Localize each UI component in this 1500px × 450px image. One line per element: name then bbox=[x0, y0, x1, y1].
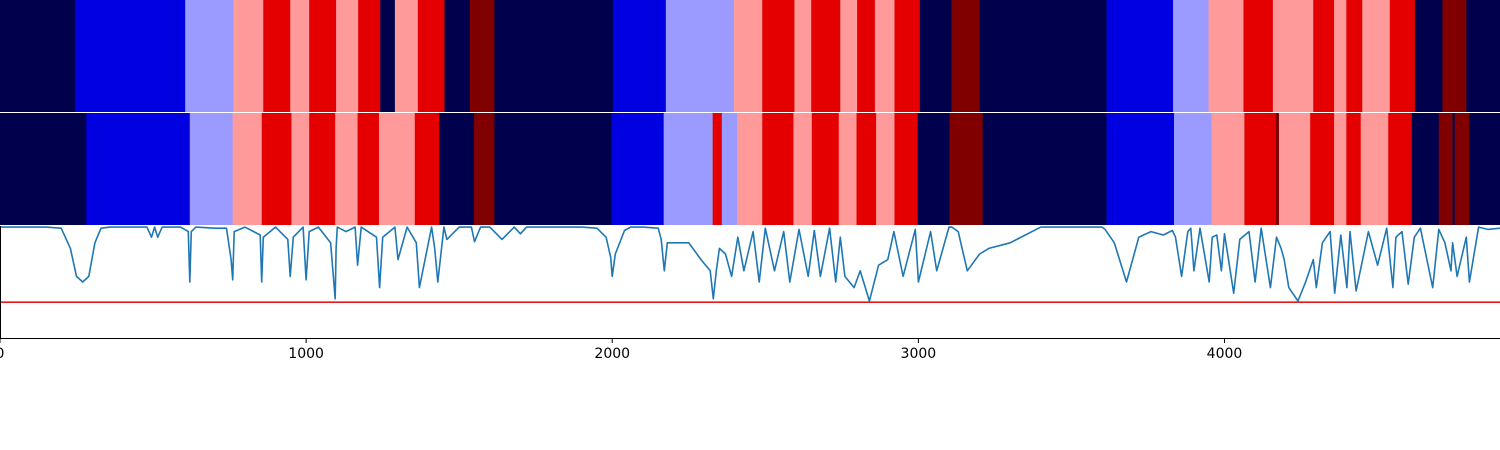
x-tick-label: 1000 bbox=[288, 346, 324, 362]
segment-row1-1 bbox=[0, 0, 76, 112]
signal-series-line bbox=[0, 226, 1500, 302]
segment-row2-35 bbox=[1278, 113, 1311, 225]
segment-row1-29 bbox=[1106, 0, 1174, 112]
segment-row1-10 bbox=[380, 0, 396, 112]
segment-row1-36 bbox=[1346, 0, 1363, 112]
segment-row2-8 bbox=[335, 113, 358, 225]
segment-row2-26 bbox=[894, 113, 919, 225]
segment-row2-5 bbox=[261, 113, 292, 225]
segment-row1-12 bbox=[417, 0, 445, 112]
segment-row2-24 bbox=[856, 113, 877, 225]
signal-panel bbox=[0, 226, 1500, 338]
segment-row2-14 bbox=[494, 113, 612, 225]
segment-row2-9 bbox=[357, 113, 380, 225]
segment-row1-4 bbox=[233, 0, 264, 112]
segment-row2-18 bbox=[721, 113, 738, 225]
x-tick-label: 0 bbox=[0, 346, 4, 362]
segment-row2-42 bbox=[1438, 113, 1453, 225]
segment-row1-28 bbox=[979, 0, 1107, 112]
segment-row2-31 bbox=[1173, 113, 1212, 225]
segment-row1-37 bbox=[1362, 0, 1391, 112]
segment-row2-34 bbox=[1275, 113, 1280, 225]
segment-row1-8 bbox=[336, 0, 359, 112]
segment-row1-15 bbox=[494, 0, 614, 112]
segment-row1-7 bbox=[309, 0, 337, 112]
segment-row1-38 bbox=[1389, 0, 1416, 112]
x-axis: 0 1000 2000 3000 4000 bbox=[0, 338, 1242, 362]
segment-row1-18 bbox=[734, 0, 763, 112]
segment-row1-34 bbox=[1313, 0, 1335, 112]
segment-row2-23 bbox=[838, 113, 857, 225]
segment-row2-3 bbox=[189, 113, 233, 225]
segment-row2-19 bbox=[737, 113, 763, 225]
segment-row2-16 bbox=[663, 113, 713, 225]
segment-row1-27 bbox=[951, 0, 980, 112]
segment-row2-45 bbox=[1469, 113, 1500, 225]
segment-row1-35 bbox=[1334, 0, 1347, 112]
segment-row2-27 bbox=[917, 113, 950, 225]
segment-row2-32 bbox=[1211, 113, 1245, 225]
segment-row1-11 bbox=[394, 0, 419, 112]
segment-row1-22 bbox=[840, 0, 858, 112]
segment-row1-41 bbox=[1466, 0, 1500, 112]
segment-row1-26 bbox=[919, 0, 952, 112]
segment-row-bottom bbox=[0, 113, 1500, 225]
segment-row1-25 bbox=[894, 0, 921, 112]
segment-row2-17 bbox=[712, 113, 723, 225]
segment-row2-39 bbox=[1360, 113, 1389, 225]
segment-row2-36 bbox=[1310, 113, 1335, 225]
segment-row2-6 bbox=[291, 113, 310, 225]
segment-row2-28 bbox=[949, 113, 983, 225]
segment-row2-12 bbox=[439, 113, 475, 225]
segment-row1-16 bbox=[612, 0, 667, 112]
segment-row1-32 bbox=[1243, 0, 1274, 112]
x-tick-label: 4000 bbox=[1207, 346, 1243, 362]
segment-row1-19 bbox=[762, 0, 795, 112]
segment-row1-21 bbox=[811, 0, 841, 112]
segment-row2-20 bbox=[762, 113, 794, 225]
segment-row2-29 bbox=[982, 113, 1107, 225]
segment-row1-23 bbox=[857, 0, 876, 112]
segment-row1-33 bbox=[1272, 0, 1314, 112]
segment-row1-39 bbox=[1414, 0, 1443, 112]
segment-row2-22 bbox=[811, 113, 840, 225]
segment-row2-10 bbox=[378, 113, 416, 225]
segment-row2-30 bbox=[1106, 113, 1175, 225]
segment-row2-38 bbox=[1346, 113, 1362, 225]
segment-row2-41 bbox=[1411, 113, 1440, 225]
segment-row1-17 bbox=[665, 0, 735, 112]
segment-row1-31 bbox=[1208, 0, 1244, 112]
segment-row2-33 bbox=[1244, 113, 1277, 225]
segment-row1-2 bbox=[75, 0, 186, 112]
segment-row2-44 bbox=[1454, 113, 1470, 225]
segment-row2-37 bbox=[1334, 113, 1347, 225]
segment-row2-1 bbox=[0, 113, 87, 225]
segment-row2-4 bbox=[232, 113, 263, 225]
x-tick-label: 3000 bbox=[901, 346, 937, 362]
segment-row1-20 bbox=[794, 0, 812, 112]
segment-row2-43 bbox=[1452, 113, 1455, 225]
x-tick-label: 2000 bbox=[594, 346, 630, 362]
segment-row1-13 bbox=[444, 0, 471, 112]
segment-row1-40 bbox=[1442, 0, 1467, 112]
segment-row1-6 bbox=[290, 0, 310, 112]
segment-row1-24 bbox=[874, 0, 895, 112]
segment-row2-25 bbox=[876, 113, 895, 225]
segment-row1-9 bbox=[358, 0, 381, 112]
segment-row2-40 bbox=[1388, 113, 1413, 225]
segment-row2-21 bbox=[793, 113, 813, 225]
segment-row-top bbox=[0, 0, 1500, 112]
segment-row2-15 bbox=[611, 113, 664, 225]
segment-row1-5 bbox=[263, 0, 291, 112]
segment-row2-13 bbox=[473, 113, 495, 225]
segment-row2-7 bbox=[309, 113, 336, 225]
segment-row1-3 bbox=[185, 0, 234, 112]
segment-row1-30 bbox=[1173, 0, 1209, 112]
segment-row1-14 bbox=[469, 0, 495, 112]
segment-row2-2 bbox=[86, 113, 191, 225]
segment-row2-11 bbox=[414, 113, 440, 225]
